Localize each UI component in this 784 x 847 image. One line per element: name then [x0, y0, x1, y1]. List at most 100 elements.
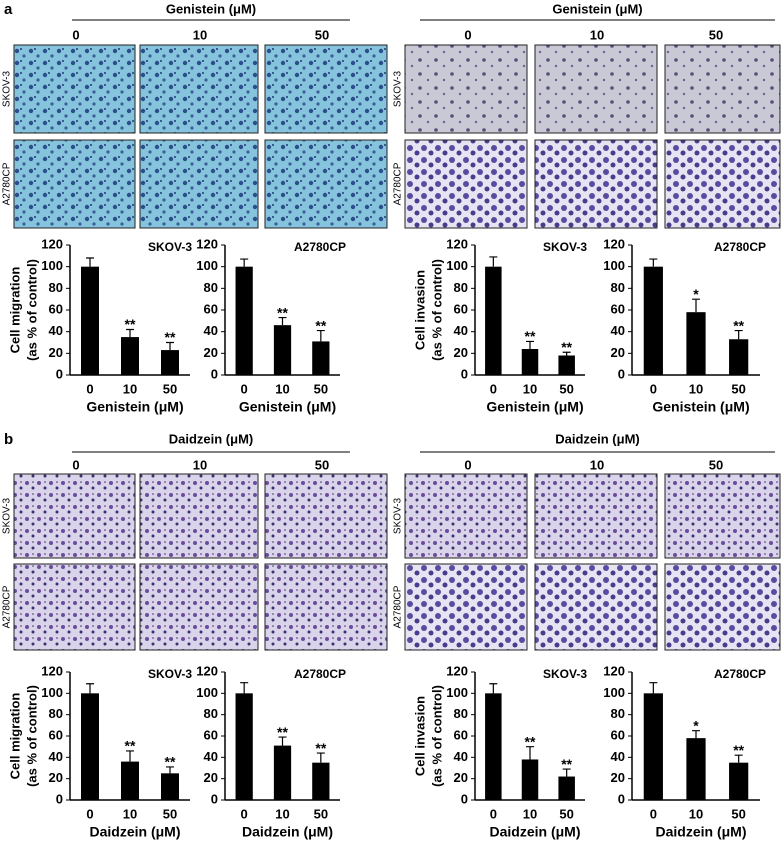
- y-axis-label: Cell invasion: [412, 270, 427, 350]
- x-axis-label: Daidzein (μM): [89, 824, 180, 840]
- bar: [273, 325, 292, 375]
- chart-title: A2780CP: [714, 240, 766, 254]
- y-axis-label: (as % of control): [24, 685, 39, 787]
- y-tick-label: 60: [611, 727, 625, 742]
- error-bar: [166, 341, 174, 351]
- chart-title: SKOV-3: [543, 240, 587, 254]
- bar: [558, 776, 575, 800]
- concentration-label: 10: [193, 457, 207, 472]
- y-tick-label: 40: [49, 749, 63, 764]
- y-tick-label: 20: [611, 345, 625, 360]
- y-tick-label: 120: [603, 663, 625, 678]
- y-tick-label: 100: [196, 258, 218, 273]
- bar: [121, 337, 139, 375]
- y-tick-label: 60: [611, 301, 625, 316]
- x-tick-label: 10: [523, 806, 537, 821]
- x-axis-label: Daidzein (μM): [655, 824, 746, 840]
- y-tick-label: 40: [454, 749, 468, 764]
- error-bar: [316, 329, 325, 342]
- significance-mark: **: [277, 724, 288, 740]
- error-bar: [526, 340, 534, 349]
- error-bar: [562, 351, 571, 356]
- y-tick-label: 100: [446, 258, 468, 273]
- cell-line-label: SKOV-3: [393, 71, 404, 108]
- bar: [312, 762, 330, 800]
- bar: [312, 341, 330, 375]
- x-tick-label: 0: [241, 806, 248, 821]
- y-tick-label: 0: [461, 366, 468, 381]
- y-axis-label: Cell migration: [7, 693, 22, 780]
- y-tick-label: 20: [204, 345, 218, 360]
- micrograph: [404, 139, 528, 229]
- bar: [235, 693, 253, 800]
- chart-title: A2780CP: [294, 667, 346, 681]
- micrograph: [13, 473, 136, 559]
- x-tick-label: 0: [490, 381, 497, 396]
- y-tick-label: 120: [41, 663, 63, 678]
- y-tick-label: 120: [446, 236, 468, 251]
- y-tick-label: 80: [611, 280, 625, 295]
- y-tick-label: 0: [56, 366, 63, 381]
- y-tick-label: 0: [618, 366, 625, 381]
- x-axis-label: Genistein (μM): [652, 399, 749, 415]
- bar: [161, 773, 179, 800]
- x-axis-label: Genistein (μM): [86, 399, 183, 415]
- y-tick-label: 60: [454, 301, 468, 316]
- micrograph: [664, 139, 781, 229]
- bar: [485, 266, 502, 375]
- concentration-label: 10: [590, 27, 604, 42]
- significance-mark: **: [165, 329, 176, 345]
- treatment-header: Genistein (μM): [552, 1, 642, 16]
- error-bar: [86, 683, 94, 694]
- bar: [235, 266, 253, 375]
- y-tick-label: 20: [204, 770, 218, 785]
- x-tick-label: 50: [314, 806, 328, 821]
- y-tick-label: 120: [196, 236, 218, 251]
- micrograph: [13, 563, 136, 651]
- x-tick-label: 0: [650, 806, 657, 821]
- error-bar: [734, 329, 743, 340]
- micrograph: [13, 44, 136, 134]
- y-tick-label: 100: [603, 258, 625, 273]
- y-tick-label: 100: [603, 685, 625, 700]
- x-tick-label: 0: [86, 806, 93, 821]
- micrograph: [664, 563, 781, 651]
- y-axis-label: (as % of control): [24, 259, 39, 361]
- micrograph: [534, 44, 658, 134]
- y-tick-label: 20: [49, 770, 63, 785]
- y-axis-label: (as % of control): [429, 685, 444, 787]
- x-tick-label: 10: [275, 381, 289, 396]
- significance-mark: *: [693, 717, 699, 733]
- x-tick-label: 10: [689, 806, 703, 821]
- concentration-label: 0: [464, 27, 471, 42]
- bar: [121, 761, 139, 800]
- x-tick-label: 50: [731, 806, 745, 821]
- cell-line-label: SKOV-3: [2, 498, 13, 535]
- bar: [558, 355, 575, 375]
- x-tick-label: 0: [650, 381, 657, 396]
- error-bar: [126, 328, 134, 338]
- error-bar: [692, 730, 700, 739]
- significance-mark: **: [561, 339, 572, 355]
- x-tick-label: 50: [163, 381, 177, 396]
- micrograph: [139, 473, 259, 559]
- micrograph: [664, 473, 781, 559]
- y-tick-label: 0: [56, 791, 63, 806]
- y-tick-label: 40: [611, 323, 625, 338]
- x-tick-label: 10: [275, 806, 289, 821]
- panel-label: a: [4, 1, 13, 18]
- error-bar: [166, 766, 174, 774]
- error-bar: [126, 750, 134, 762]
- concentration-label: 10: [193, 27, 207, 42]
- error-bar: [278, 316, 287, 326]
- cell-line-label: A2780CP: [393, 162, 404, 205]
- error-bar: [86, 257, 94, 267]
- significance-mark: **: [125, 738, 136, 754]
- bar: [643, 266, 663, 375]
- y-tick-label: 40: [454, 323, 468, 338]
- treatment-header: Daidzein (μM): [555, 431, 640, 446]
- significance-mark: **: [125, 316, 136, 332]
- y-tick-label: 120: [603, 236, 625, 251]
